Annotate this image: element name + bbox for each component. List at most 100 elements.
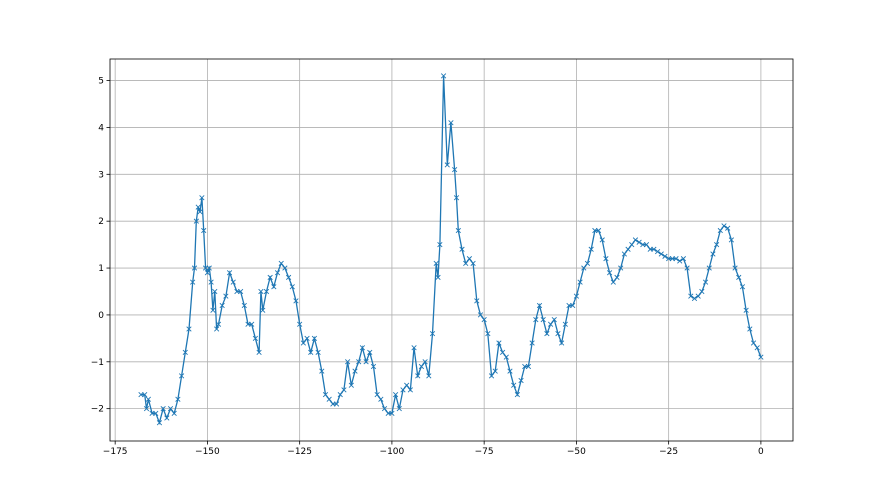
data-point-marker	[252, 335, 259, 341]
data-point-marker	[226, 270, 233, 276]
data-point-marker	[326, 396, 332, 402]
data-point-marker	[551, 316, 557, 323]
data-point-marker	[725, 225, 731, 231]
data-point-marker	[297, 321, 303, 327]
data-point-marker	[418, 363, 425, 370]
data-point-marker	[662, 253, 668, 259]
data-point-marker	[322, 391, 329, 398]
y-tick-label: 5	[98, 77, 104, 87]
data-point-marker	[230, 279, 236, 285]
data-point-marker	[466, 256, 473, 262]
data-point-marker	[175, 396, 181, 402]
data-point-marker	[206, 265, 212, 271]
data-point-marker	[337, 391, 343, 398]
data-point-marker	[178, 373, 185, 379]
data-point-marker	[629, 241, 635, 248]
y-tick-label: 1	[98, 264, 104, 274]
data-point-marker	[411, 345, 417, 351]
data-point-marker	[695, 293, 701, 299]
grid	[110, 59, 793, 441]
y-tick-label: 2	[98, 217, 104, 227]
data-point-marker	[274, 270, 281, 276]
data-point-marker	[452, 166, 458, 173]
data-point-marker	[618, 265, 624, 271]
x-tick-label: 0	[758, 447, 764, 457]
data-point-marker	[215, 321, 222, 327]
data-point-marker	[223, 293, 229, 299]
y-tick-label: −1	[91, 358, 104, 368]
data-point-marker	[249, 321, 255, 327]
data-point-marker	[191, 265, 198, 271]
data-point-marker	[359, 345, 366, 351]
data-point-marker	[293, 298, 299, 304]
data-point-marker	[193, 218, 199, 224]
data-point-marker	[736, 274, 742, 281]
data-point-marker	[171, 410, 177, 416]
y-tick-label: 4	[98, 123, 104, 133]
data-point-marker	[352, 368, 358, 374]
data-point-marker	[702, 279, 709, 285]
data-point-marker	[525, 363, 532, 370]
data-point-marker	[610, 279, 616, 285]
data-point-marker	[459, 246, 465, 252]
data-point-marker	[285, 274, 292, 281]
data-point-marker	[190, 279, 196, 285]
data-point-marker	[333, 401, 340, 407]
data-point-marker	[699, 288, 705, 295]
data-point-marker	[688, 293, 694, 299]
data-point-marker	[595, 227, 602, 234]
data-point-marker	[145, 396, 151, 402]
data-point-marker	[499, 349, 506, 356]
data-point-marker	[488, 373, 495, 379]
data-point-marker	[588, 246, 594, 252]
data-point-marker	[143, 406, 150, 412]
data-point-marker	[728, 237, 734, 243]
y-tick-label: 0	[98, 311, 104, 321]
data-point-marker	[256, 349, 262, 356]
data-point-marker	[204, 270, 211, 276]
data-point-marker	[156, 420, 163, 426]
data-point-marker	[238, 288, 244, 295]
data-point-marker	[426, 373, 432, 379]
data-point-marker	[717, 227, 723, 234]
data-point-marker	[164, 415, 170, 421]
data-point-marker	[374, 391, 380, 398]
data-point-marker	[474, 298, 480, 304]
data-point-marker	[455, 227, 461, 234]
data-point-marker	[308, 349, 314, 356]
data-point-marker	[453, 195, 460, 201]
data-point-marker	[621, 251, 627, 257]
data-point-marker	[370, 363, 377, 370]
x-tick-label: −50	[567, 447, 586, 457]
series-line	[141, 75, 762, 425]
data-point-marker	[381, 406, 388, 412]
data-point-marker	[167, 406, 174, 412]
data-point-marker	[680, 256, 687, 262]
data-point-marker	[536, 302, 543, 309]
data-point-marker	[241, 302, 247, 309]
x-tick-label: −25	[659, 447, 678, 457]
data-point-marker	[573, 293, 580, 299]
data-point-marker	[625, 246, 631, 252]
data-point-marker	[721, 223, 727, 229]
data-point-marker	[470, 260, 476, 266]
data-point-marker	[348, 382, 354, 388]
data-point-marker	[378, 396, 384, 402]
data-point-marker	[654, 249, 661, 255]
data-point-marker	[186, 326, 192, 332]
data-point-marker	[142, 391, 148, 398]
data-point-marker	[529, 340, 535, 346]
data-point-marker	[492, 368, 498, 374]
data-point-marker	[503, 354, 509, 360]
data-point-marker	[448, 120, 454, 126]
data-point-marker	[400, 387, 406, 393]
data-point-marker	[182, 349, 188, 356]
data-point-marker	[201, 227, 207, 234]
data-point-marker	[210, 307, 216, 313]
data-point-marker	[750, 340, 757, 346]
x-tick-label: −150	[195, 447, 220, 457]
data-point-marker	[396, 406, 402, 412]
data-point-marker	[212, 288, 218, 295]
data-point-marker	[677, 258, 683, 264]
